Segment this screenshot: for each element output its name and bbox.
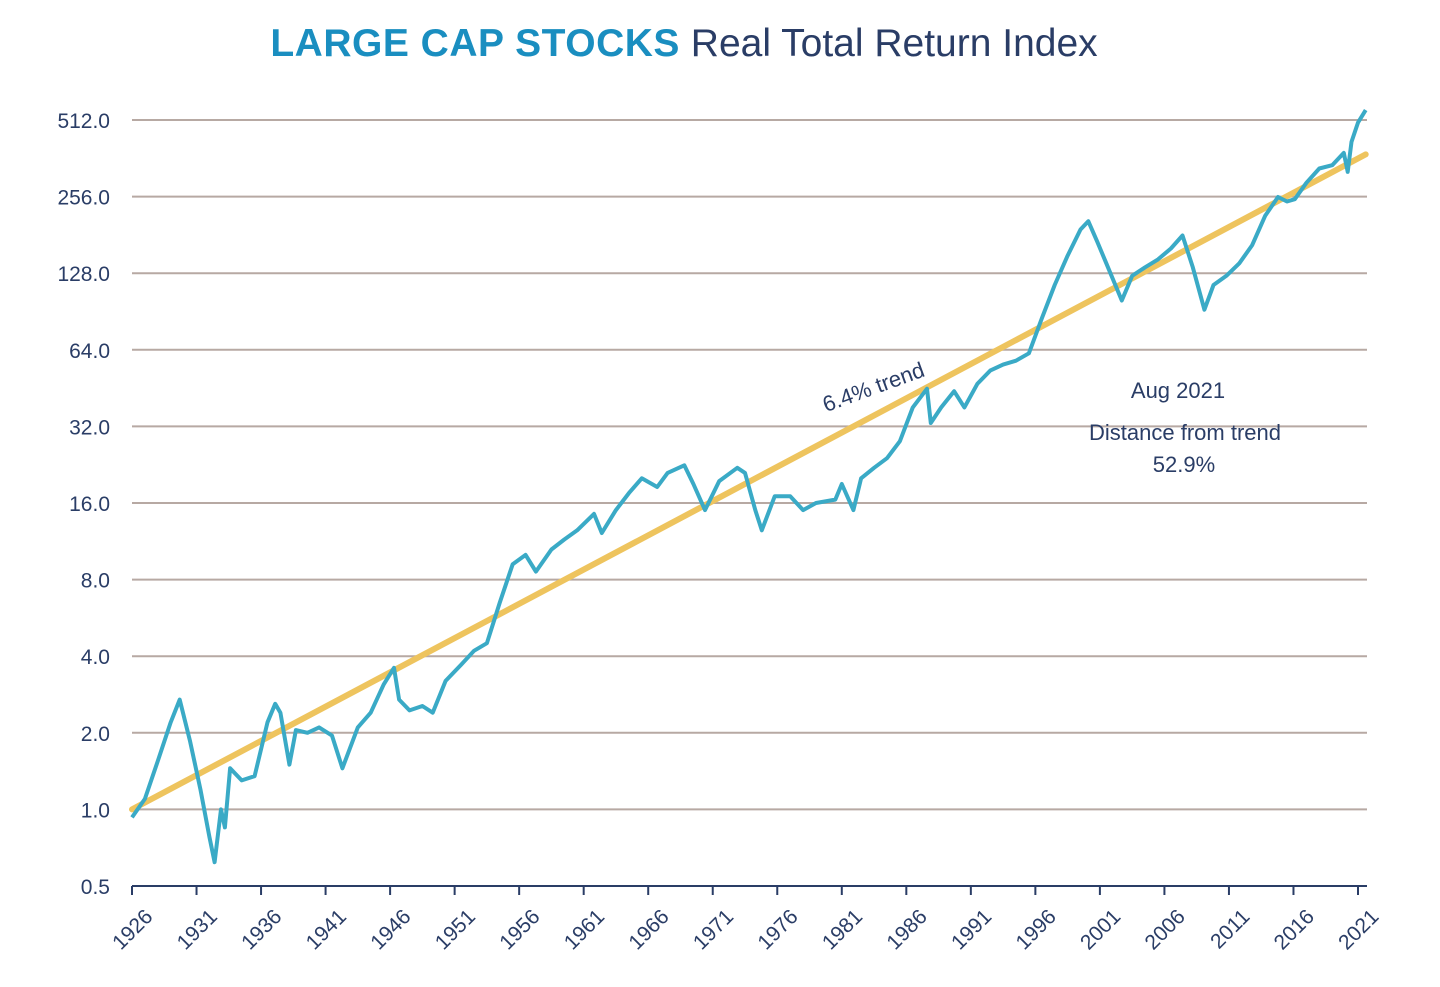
y-axis-ticks: 0.5 1.0 2.0 4.0 8.0 16.0 32.0 64.0 128.0 256.0 512…	[57, 110, 110, 899]
y-tick-label: 1.0	[81, 799, 110, 822]
y-tick-label: 4.0	[81, 646, 110, 669]
y-tick-label: 512.0	[57, 110, 110, 133]
x-tick-label: 1971	[689, 905, 738, 954]
grid-lines	[132, 119, 1367, 811]
y-tick-label: 8.0	[81, 570, 110, 593]
distance-label: Distance from trend	[1089, 420, 1281, 445]
x-tick-label: 1966	[624, 905, 673, 954]
x-tick-label: 1976	[753, 905, 802, 954]
y-tick-label: 64.0	[69, 340, 110, 363]
distance-value: 52.9%	[1153, 452, 1215, 477]
title-sub: Real Total Return Index	[690, 22, 1098, 65]
x-tick-label: 2011	[1206, 905, 1254, 953]
x-tick-label: 2021	[1334, 905, 1383, 954]
x-tick-label: 2016	[1270, 905, 1319, 954]
x-tick-label: 1961	[560, 905, 609, 954]
x-tick-label: 1951	[431, 905, 480, 954]
y-tick-label: 128.0	[57, 263, 110, 286]
x-tick-label: 1936	[237, 905, 286, 954]
y-tick-label: 256.0	[57, 187, 110, 210]
x-tick-label: 1946	[366, 905, 415, 954]
x-tick-label: 1926	[108, 905, 157, 954]
x-axis	[131, 885, 1367, 895]
y-tick-label: 32.0	[69, 416, 110, 439]
index-series-line	[130, 109, 1368, 865]
y-tick-label: 0.5	[81, 876, 110, 899]
x-tick-label: 1986	[882, 905, 931, 954]
date-label: Aug 2021	[1131, 378, 1225, 403]
title-main: LARGE CAP STOCKS	[270, 22, 680, 65]
x-tick-label: 2006	[1141, 905, 1190, 954]
x-tick-label: 1991	[947, 905, 996, 954]
x-tick-label: 1931	[173, 905, 222, 954]
chart-title: LARGE CAP STOCKS Real Total Return Index	[0, 22, 1368, 66]
y-tick-label: 16.0	[69, 493, 110, 516]
x-tick-label: 2001	[1076, 905, 1125, 954]
x-tick-label: 1941	[302, 905, 351, 954]
x-axis-ticks: 1926 1931 1936 1941 1946 1951 1956 1961 1966 1971…	[108, 905, 1383, 954]
x-tick-label: 1981	[818, 905, 867, 954]
y-tick-label: 2.0	[81, 723, 110, 746]
x-tick-label: 1956	[495, 905, 544, 954]
x-tick-label: 1996	[1011, 905, 1060, 954]
